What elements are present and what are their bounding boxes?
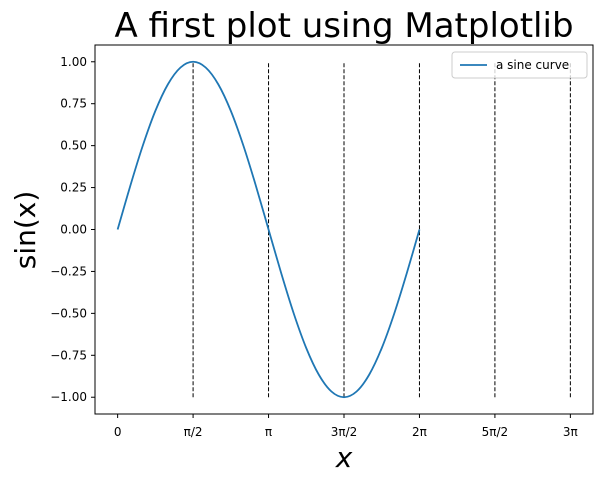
y-tick-label-5: 0.25: [60, 181, 87, 195]
x-tick-label-6: 3π: [563, 425, 578, 439]
y-tick-label-4: 0.00: [60, 223, 87, 237]
vertical-lines: [192, 61, 571, 398]
chart-title: A first plot using Matplotlib: [114, 6, 573, 46]
legend-label: a sine curve: [496, 58, 569, 72]
legend-box: [451, 51, 588, 79]
x-axis-label: x: [335, 441, 353, 474]
y-axis-ticks: −1.00 −0.75 −0.50 −0.25 0.00 0.25 0.50 0.75 1.00: [50, 55, 95, 404]
series-layer: [116, 60, 421, 399]
x-tick-label-0: 0: [114, 425, 122, 439]
y-tick-label-1: −0.75: [50, 348, 87, 362]
x-tick-label-1: π/2: [184, 425, 203, 439]
x-tick-label-3: 3π/2: [331, 425, 358, 439]
y-tick-label-0: −1.00: [50, 390, 87, 404]
x-tick-label-5: 5π/2: [482, 425, 509, 439]
y-tick-label-6: 0.50: [60, 139, 87, 153]
x-tick-label-4: 2π: [412, 425, 427, 439]
y-axis-label: sin(x): [9, 191, 42, 270]
legend: a sine curve: [451, 51, 588, 79]
y-tick-label-7: 0.75: [60, 97, 87, 111]
x-tick-label-2: π: [265, 425, 272, 439]
y-tick-label-2: −0.50: [50, 306, 87, 320]
x-axis-ticks: 0 π/2 π 3π/2 2π 5π/2 3π: [114, 414, 578, 439]
y-tick-label-3: −0.25: [50, 264, 87, 278]
series-line-0: [116, 60, 421, 399]
y-tick-label-8: 1.00: [60, 55, 87, 69]
